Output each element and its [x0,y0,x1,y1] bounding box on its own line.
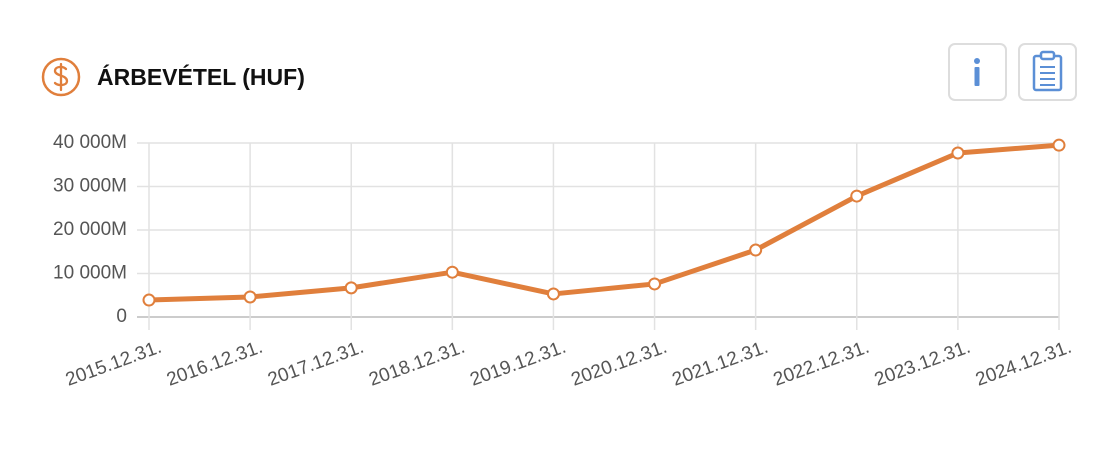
data-point [648,277,662,291]
y-tick-label: 20 000M [53,219,127,240]
data-line [148,142,1060,303]
data-point [142,293,156,307]
x-tick-label: 2018.12.31. [366,337,468,391]
data-point [546,287,560,301]
data-point [344,281,358,295]
x-tick-label: 2017.12.31. [265,337,367,391]
data-point [445,265,459,279]
x-tick-label: 2021.12.31. [670,337,772,391]
x-tick-label: 2015.12.31. [63,337,165,391]
x-tick-label: 2019.12.31. [467,337,569,391]
data-point [243,290,257,304]
title-icon [41,57,81,97]
data-point [749,243,763,257]
x-tick-label: 2023.12.31. [872,337,974,391]
data-point [951,146,965,160]
x-tick-label: 2024.12.31. [973,337,1075,391]
info-button[interactable] [948,43,1007,101]
x-tick-label: 2020.12.31. [568,337,670,391]
data-point [1052,138,1066,152]
copy-button[interactable] [1018,43,1077,101]
y-tick-label: 0 [116,306,127,327]
chart-title: ÁRBEVÉTEL (HUF) [97,63,305,90]
data-point [850,189,864,203]
y-tick-label: 40 000M [53,132,127,153]
x-tick-label: 2016.12.31. [164,337,266,391]
y-tick-label: 10 000M [53,263,127,284]
x-tick-label: 2022.12.31. [771,337,873,391]
y-tick-label: 30 000M [53,176,127,197]
